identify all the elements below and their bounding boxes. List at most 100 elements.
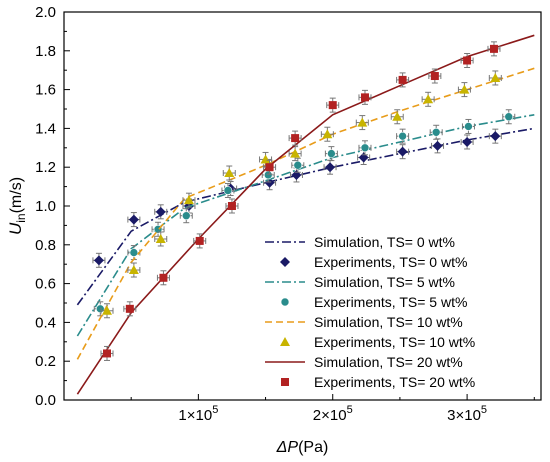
data-marker xyxy=(195,236,204,245)
x-tick-label: 2×105 xyxy=(313,404,353,424)
legend-item: Experiments, TS= 20 wt% xyxy=(281,374,475,390)
data-marker xyxy=(328,101,337,110)
x-axis-title: ΔP(Pa) xyxy=(276,439,329,456)
data-marker xyxy=(265,163,274,172)
data-point xyxy=(154,204,168,220)
data-marker xyxy=(128,265,139,275)
legend-item: Simulation, TS= 5 wt% xyxy=(265,274,455,290)
data-point xyxy=(487,41,501,57)
data-point xyxy=(291,157,305,173)
data-marker xyxy=(290,148,301,158)
y-tick-label: 0.4 xyxy=(35,314,56,331)
data-marker xyxy=(155,233,166,243)
x-tick-exponent: 5 xyxy=(212,404,218,416)
data-marker xyxy=(398,131,407,141)
data-marker xyxy=(392,111,403,121)
legend-item: Simulation, TS= 10 wt% xyxy=(265,314,463,330)
data-point xyxy=(221,182,235,198)
data-marker xyxy=(463,56,472,65)
x-tick-mantissa: 3×10 xyxy=(447,407,481,424)
x-tick-exponent: 5 xyxy=(347,404,353,416)
data-marker xyxy=(291,134,300,143)
data-marker xyxy=(93,255,104,266)
data-point xyxy=(127,212,141,228)
data-point xyxy=(127,245,141,261)
data-marker xyxy=(490,131,501,142)
x-tick-exponent: 5 xyxy=(481,404,487,416)
legend-label: Experiments, TS= 0 wt% xyxy=(314,254,467,270)
data-point xyxy=(179,208,193,224)
legend-swatch-marker xyxy=(280,297,290,307)
data-marker xyxy=(227,202,236,210)
x-axis: 1×105 2×105 3×105 xyxy=(130,394,535,424)
y-axis-title-subscript: in xyxy=(14,213,28,222)
x-tick-label: 3×105 xyxy=(447,404,487,424)
data-point xyxy=(396,128,410,144)
legend-swatch-marker xyxy=(281,378,289,386)
legend-label: Simulation, TS= 20 wt% xyxy=(314,354,463,370)
data-marker xyxy=(101,305,112,315)
y-tick-label: 1.0 xyxy=(35,198,56,215)
legend-swatch-marker xyxy=(280,337,290,346)
data-marker xyxy=(464,122,473,131)
data-marker xyxy=(159,273,168,282)
y-tick-label: 1.2 xyxy=(35,159,56,176)
data-marker xyxy=(432,140,443,151)
data-point xyxy=(429,124,443,140)
data-marker xyxy=(327,149,336,158)
y-tick-label: 0.8 xyxy=(35,237,56,254)
x-tick-label: 1×105 xyxy=(178,404,218,424)
x-tick-mantissa: 1×10 xyxy=(178,407,212,424)
series-line xyxy=(76,127,535,306)
y-axis-title-symbol: U xyxy=(6,222,25,235)
data-marker xyxy=(459,84,470,94)
y-tick-label: 1.4 xyxy=(35,120,56,137)
x-axis-title-unit: (Pa) xyxy=(298,439,328,456)
data-point xyxy=(355,115,369,131)
data-marker xyxy=(125,304,134,313)
y-tick-label: 1.8 xyxy=(35,43,56,60)
data-point xyxy=(460,134,474,150)
data-point xyxy=(222,165,236,181)
data-marker xyxy=(181,211,191,220)
data-marker xyxy=(423,94,434,104)
data-point xyxy=(396,72,410,88)
data-marker xyxy=(263,170,273,180)
data-marker xyxy=(504,112,514,122)
legend-item: Experiments, TS= 5 wt% xyxy=(280,294,467,310)
data-point xyxy=(263,159,277,175)
legend-item: Experiments, TS= 10 wt% xyxy=(280,334,475,350)
data-point xyxy=(421,91,435,107)
y-tick-label: 1.6 xyxy=(35,82,56,99)
data-marker xyxy=(155,206,166,217)
data-marker xyxy=(397,146,408,157)
data-point xyxy=(431,138,445,154)
legend-label: Experiments, TS= 5 wt% xyxy=(314,294,467,310)
data-point xyxy=(502,109,516,125)
data-point xyxy=(326,97,340,113)
x-axis-title-symbol: ΔP xyxy=(276,439,299,456)
data-marker xyxy=(398,75,407,84)
data-point xyxy=(488,128,502,144)
data-point xyxy=(457,82,471,98)
data-point xyxy=(358,89,372,105)
data-marker xyxy=(431,127,441,137)
data-point xyxy=(488,70,502,86)
y-axis-title-unit: (m/s) xyxy=(8,177,25,213)
data-point xyxy=(123,301,137,317)
legend-label: Simulation, TS= 10 wt% xyxy=(314,314,463,330)
legend-label: Experiments, TS= 20 wt% xyxy=(314,374,475,390)
data-marker xyxy=(260,154,271,164)
legend-label: Experiments, TS= 10 wt% xyxy=(314,334,475,350)
data-point xyxy=(358,140,372,156)
data-marker xyxy=(224,168,235,178)
y-tick-label: 2.0 xyxy=(35,4,56,21)
data-marker xyxy=(102,349,111,358)
legend-label: Simulation, TS= 5 wt% xyxy=(314,274,455,290)
data-point xyxy=(127,262,141,278)
data-marker xyxy=(183,195,194,205)
y-tick-label: 0.0 xyxy=(35,392,56,409)
data-point xyxy=(390,109,404,125)
